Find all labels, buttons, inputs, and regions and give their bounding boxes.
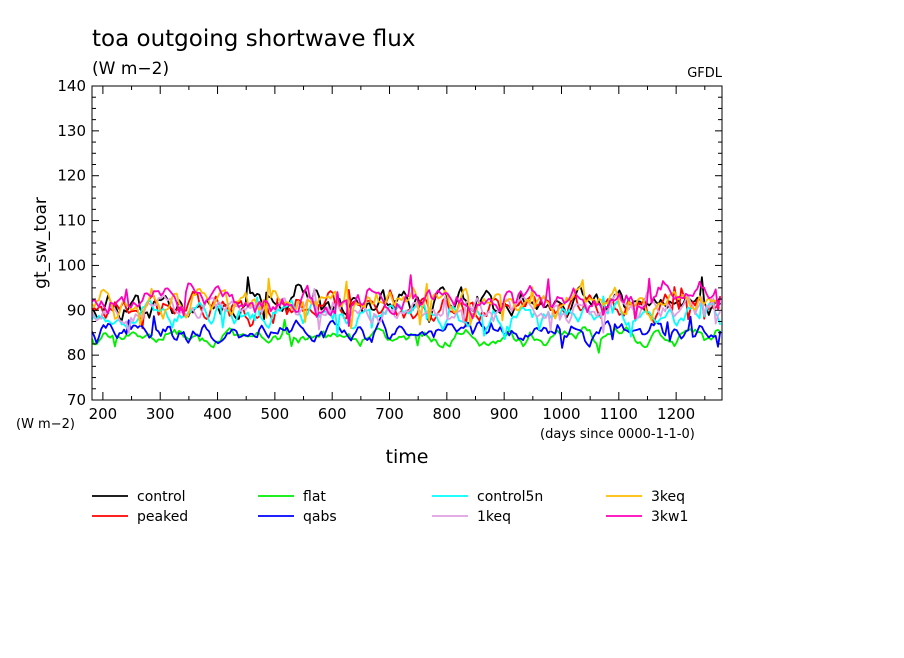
legend-label-3kw1: 3kw1 — [651, 509, 688, 525]
series-line-3kw1 — [91, 274, 722, 327]
y-tick-label: 70 — [67, 391, 86, 409]
y-tick-label: 80 — [67, 346, 86, 364]
chart-units: (W m−2) — [92, 59, 169, 79]
y-tick-label: 90 — [67, 301, 86, 319]
x-tick-label: 700 — [375, 405, 404, 423]
chart-title: toa outgoing shortwave flux — [92, 26, 415, 52]
y-tick-label: 110 — [57, 212, 86, 230]
x-tick-label: 800 — [433, 405, 462, 423]
plot-frame — [91, 85, 723, 401]
y-axis-units: (W m−2) — [16, 417, 75, 432]
legend-label-3keq: 3keq — [651, 489, 685, 505]
x-tick-label: 500 — [261, 405, 290, 423]
y-axis-label: gt_sw_toar — [31, 197, 51, 289]
series-line-3keq — [91, 277, 721, 330]
x-axis-label: time — [386, 446, 429, 468]
legend: control flat control5n 3keq peaked qabs 1keq 3k… — [92, 489, 688, 525]
y-tick-label: 100 — [57, 256, 86, 274]
series-line-1keq — [91, 287, 722, 334]
x-tick-label: 1000 — [542, 405, 580, 423]
x-tick-label: 300 — [146, 405, 175, 423]
series-line-qabs — [91, 315, 722, 349]
x-tick-label: 1100 — [600, 405, 638, 423]
legend-label-control5n: control5n — [477, 489, 543, 505]
x-tick-label: 600 — [318, 405, 347, 423]
legend-label-flat: flat — [303, 489, 326, 505]
legend-label-qabs: qabs — [303, 509, 337, 525]
y-axis-ticks: 70 80 90 100 110 120 130 140 — [57, 77, 722, 409]
y-tick-label: 140 — [57, 77, 86, 95]
legend-label-control: control — [137, 489, 186, 505]
legend-label-peaked: peaked — [137, 509, 188, 525]
x-tick-label: 400 — [203, 405, 232, 423]
x-tick-label: 900 — [490, 405, 519, 423]
x-tick-label: 1200 — [657, 405, 695, 423]
x-tick-label: 200 — [89, 405, 118, 423]
x-axis-units: (days since 0000-1-1-0) — [540, 427, 695, 442]
y-tick-label: 130 — [57, 122, 86, 140]
series-group — [91, 274, 722, 354]
chart-credit: GFDL — [687, 66, 723, 81]
y-tick-label: 120 — [57, 167, 86, 185]
x-axis-ticks: 200 300 400 500 600 700 800 900 1000 1100 1200 — [89, 86, 706, 423]
legend-label-1keq: 1keq — [477, 509, 511, 525]
